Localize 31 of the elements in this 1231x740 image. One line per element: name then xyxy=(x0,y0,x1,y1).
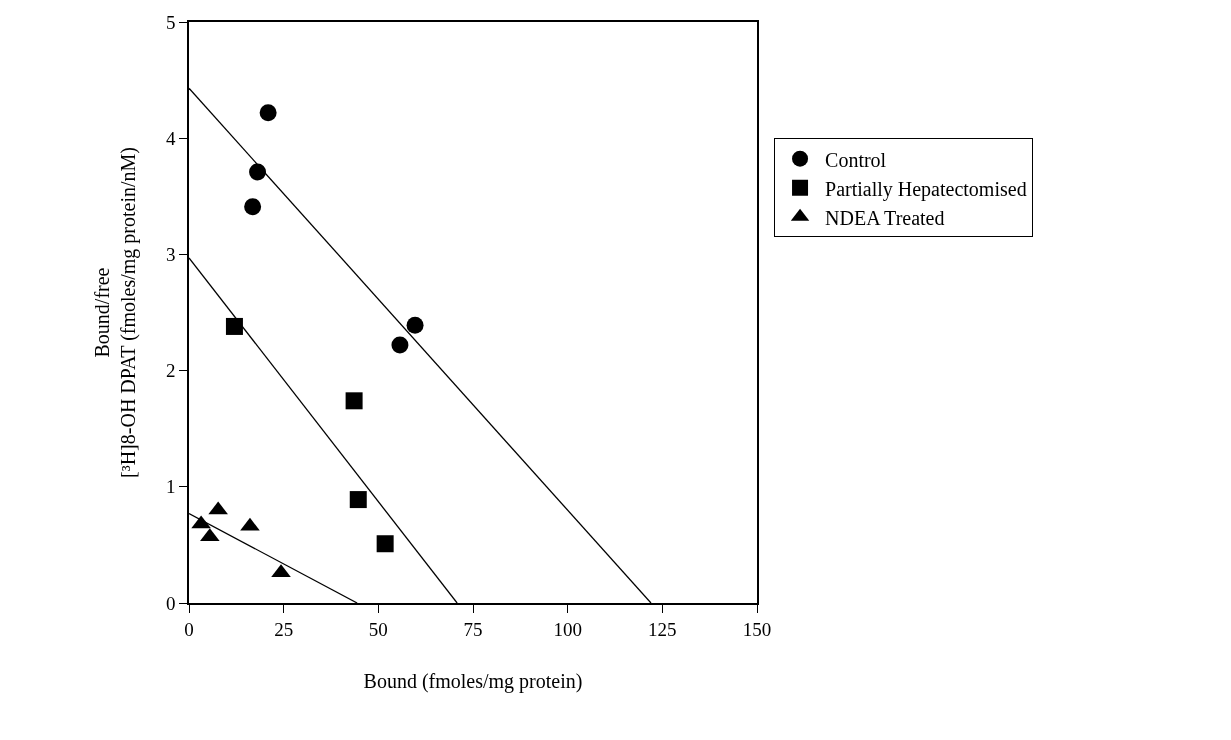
point xyxy=(225,317,243,335)
point xyxy=(244,198,262,216)
x-tick-label: 125 xyxy=(648,618,677,640)
x-tick-label: 50 xyxy=(368,618,388,640)
legend-label: NDEA Treated xyxy=(825,206,945,229)
x-axis-title: Bound (fmoles/mg protein) xyxy=(363,669,583,693)
point xyxy=(376,535,394,553)
point xyxy=(406,316,424,334)
x-tick-label: 25 xyxy=(274,618,294,640)
y-tick-label: 1 xyxy=(165,476,176,498)
point xyxy=(391,336,409,354)
x-tick-label: 100 xyxy=(553,618,582,640)
y-tick-label: 4 xyxy=(165,127,176,149)
point xyxy=(349,491,367,509)
point xyxy=(271,564,291,578)
x-tick-label: 0 xyxy=(184,618,194,640)
point xyxy=(240,517,260,531)
x-tick-label: 75 xyxy=(463,618,483,640)
y-tick-label: 5 xyxy=(165,11,176,33)
y-axis-title: Bound/free [³H]8-OH DPAT (fmoles/mg protein/nM) xyxy=(90,147,140,478)
point xyxy=(259,104,277,122)
x-tick-label: 150 xyxy=(742,618,772,640)
point xyxy=(345,392,363,410)
y-tick-label: 2 xyxy=(165,360,176,382)
legend-label: Control xyxy=(825,148,887,171)
legend-label: Partially Hepatectomised xyxy=(825,177,1027,201)
point xyxy=(200,528,220,542)
y-tick-label: 3 xyxy=(165,244,176,266)
point xyxy=(249,163,267,181)
y-tick-label: 0 xyxy=(165,592,176,614)
point xyxy=(208,501,228,515)
